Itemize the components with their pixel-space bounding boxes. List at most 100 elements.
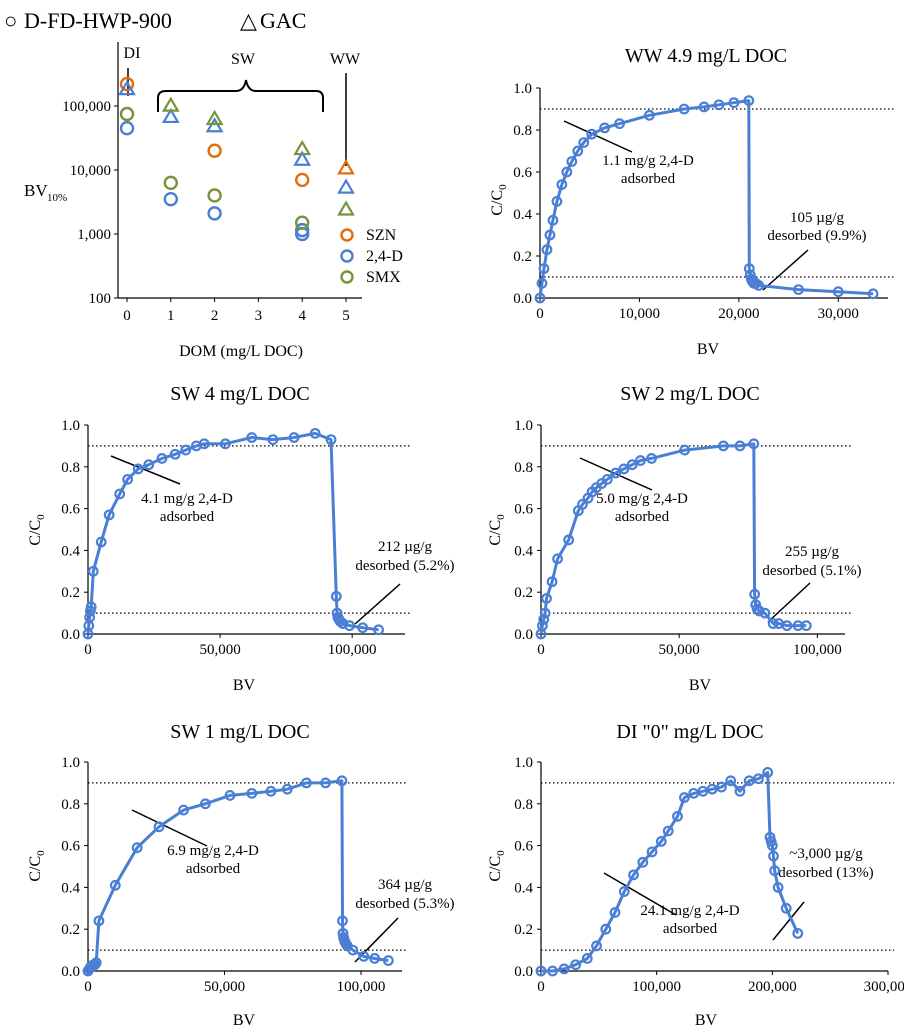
sw2-data-point <box>718 440 729 452</box>
bv-point-triangle <box>161 96 180 112</box>
ww-x-tick-label: 10,000 <box>619 306 660 322</box>
di-series-line <box>541 771 800 973</box>
sw2-title: SW 2 mg/L DOC <box>620 383 759 405</box>
bv-y-tick-label: 100,000 <box>62 99 111 115</box>
di-data-point <box>716 781 727 793</box>
ww-y-axis-label: C/C0 <box>489 184 509 216</box>
sw4-data-point <box>156 453 168 464</box>
di-data-point <box>646 846 658 858</box>
bv-point-triangle <box>337 159 355 175</box>
di-data-point <box>766 840 778 851</box>
bv-point-circle <box>119 106 135 122</box>
di-data-point <box>768 850 779 862</box>
ww-data-point <box>753 280 765 291</box>
sw2-y-tick-label: 0.8 <box>514 460 533 476</box>
sw1-ads-annotation-l1: 6.9 mg/g 2,4-D <box>167 843 259 859</box>
sw2-y-tick-label: 0.2 <box>514 585 533 601</box>
legend-triangle-label: GAC <box>260 8 306 33</box>
bv-x-tick-label: 1 <box>167 308 175 324</box>
ww-data-point <box>832 286 844 298</box>
sw2-data-point <box>577 499 588 510</box>
ww-x-tick-label: 0 <box>536 306 544 322</box>
di-data-point <box>547 965 558 977</box>
sw1-data-point <box>131 842 143 854</box>
sw1-y-tick-label: 0.8 <box>61 797 80 813</box>
di-data-point <box>753 773 764 785</box>
panel-di: DI "0" mg/L DOC BV C/C0 24.1 mg/g 2,4-D … <box>487 721 904 1029</box>
sw1-data-point <box>369 953 381 964</box>
region-label-di: DI <box>124 45 141 62</box>
bv-point-circle <box>295 222 310 238</box>
sw1-data-point <box>320 777 331 789</box>
sw1-data-point <box>265 785 277 797</box>
di-data-point <box>762 767 774 778</box>
sw4-data-point <box>373 624 384 636</box>
bv-point-triangle <box>205 109 224 126</box>
bv-x-tick-label: 5 <box>342 308 350 324</box>
panel-sw2: SW 2 mg/L DOC BV C/C0 5.0 mg/g 2,4-D ads… <box>487 383 862 694</box>
ww-y-label-main: C/C <box>489 190 506 216</box>
sw2-y-tick-label: 0.6 <box>514 502 533 518</box>
bv-x-tick-label: 3 <box>255 308 263 324</box>
bv-point-circle <box>207 188 222 203</box>
ww-des-annotation-l2: desorbed (9.9%) <box>767 228 866 244</box>
sw2-data-point <box>563 534 575 546</box>
ww-data-point <box>547 214 559 226</box>
sw4-y-tick-label: 0.2 <box>61 585 80 601</box>
sw4-x-tick-label: 0 <box>84 642 92 658</box>
bv-x-axis-label: DOM (mg/L DOC) <box>179 343 303 360</box>
di-x-tick-label: 300,000 <box>864 979 904 995</box>
bv-point-triangle <box>205 117 224 133</box>
sw4-series-line <box>86 431 379 635</box>
di-des-annotation-l2: desorbed (13%) <box>778 865 873 881</box>
di-data-point <box>558 963 570 975</box>
sw2-ads-annotation-l2: adsorbed <box>615 509 670 525</box>
di-data-point <box>637 856 649 868</box>
sw4-ads-annotation-l2: adsorbed <box>160 509 215 525</box>
di-des-annotation-l1: ~3,000 µg/g <box>789 846 863 862</box>
sw1-data-point <box>337 915 348 927</box>
di-y-label-main: C/C <box>487 856 504 882</box>
ww-ads-pointer <box>563 120 633 153</box>
sw4-data-point <box>169 448 181 460</box>
sw2-des-pointer <box>767 582 811 623</box>
di-y-tick-label: 0.0 <box>514 964 533 980</box>
sw4-data-point <box>267 434 279 446</box>
di-data-point <box>769 865 781 877</box>
sw2-y-label-sub: 0 <box>495 514 507 520</box>
di-ads-pointer <box>603 872 677 916</box>
sw4-data-point <box>122 473 134 485</box>
sw2-y-tick-label: 0.0 <box>514 627 533 643</box>
sw4-des-annotation-l1: 212 µg/g <box>378 539 433 555</box>
ww-data-point <box>599 122 611 134</box>
di-data-point <box>591 940 602 952</box>
ww-data-point <box>544 229 556 241</box>
di-data-point <box>734 785 746 797</box>
bv-point-circle <box>119 76 135 92</box>
di-y-label-sub: 0 <box>495 850 507 856</box>
di-data-point <box>581 953 593 964</box>
sw2-data-point <box>546 576 558 588</box>
sw1-data-point <box>301 777 312 789</box>
ww-y-tick-label: 0.8 <box>513 123 532 139</box>
sw4-ads-annotation-l1: 4.1 mg/g 2,4-D <box>141 491 233 507</box>
ww-des-annotation-l1: 105 µg/g <box>790 210 845 226</box>
ww-data-point <box>698 101 710 113</box>
sw2-data-point <box>759 607 771 619</box>
sw2-data-point <box>539 607 551 619</box>
sw2-data-point <box>552 553 563 565</box>
sw2-y-axis-label: C/C0 <box>487 514 507 546</box>
ww-y-tick-label: 1.0 <box>513 81 532 97</box>
bv-point-circle <box>207 206 222 221</box>
sw1-data-point <box>336 775 348 787</box>
sw4-data-point <box>288 432 300 443</box>
ww-data-point <box>743 95 755 106</box>
di-y-axis-label: C/C0 <box>487 850 507 882</box>
bv-y-tick-label: 100 <box>89 291 112 307</box>
ww-des-pointer <box>762 249 809 291</box>
di-ads-annotation-l2: adsorbed <box>663 921 718 937</box>
sw4-data-point <box>219 438 231 450</box>
di-y-tick-label: 0.8 <box>514 797 533 813</box>
sw4-y-tick-label: 1.0 <box>61 418 80 434</box>
di-data-point <box>672 810 683 822</box>
